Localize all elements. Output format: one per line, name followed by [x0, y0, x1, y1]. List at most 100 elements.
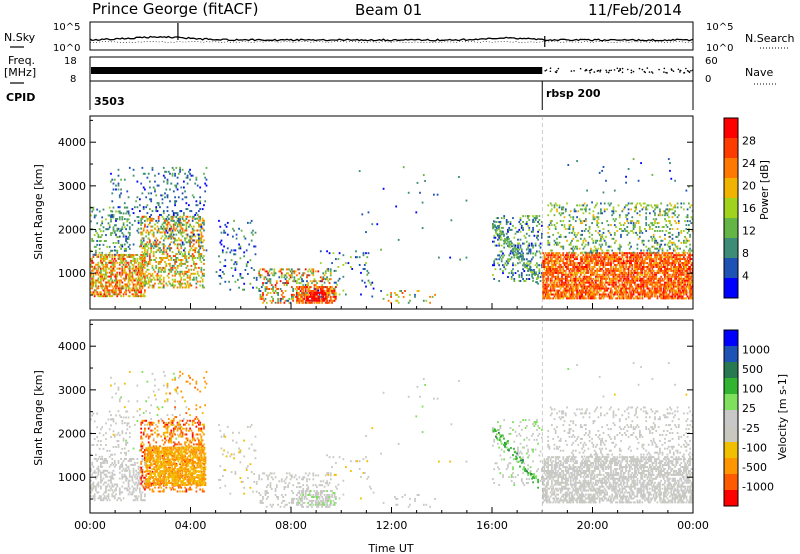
power-cell [170, 237, 173, 240]
power-cell [522, 226, 524, 229]
power-cell [194, 257, 197, 259]
power-cell [512, 252, 514, 255]
power-cell [93, 293, 96, 296]
power-cell [395, 293, 398, 296]
power-cell [567, 289, 570, 292]
power-cell [493, 234, 496, 237]
power-cell [637, 273, 640, 276]
power-cell [141, 231, 144, 234]
power-cell [289, 270, 292, 273]
power-cell [95, 263, 97, 266]
power-cell [203, 274, 205, 277]
power-cell [686, 279, 689, 282]
power-cell [641, 285, 644, 288]
power-cell [105, 261, 107, 264]
power-cell [612, 283, 615, 286]
power-cell [562, 260, 565, 263]
power-cell [646, 262, 649, 265]
power-cell [102, 265, 105, 268]
power-cell [166, 255, 169, 258]
power-cell [647, 277, 650, 280]
power-cell [623, 268, 626, 270]
power-cell [125, 247, 127, 250]
power-cell [142, 239, 145, 242]
power-cell [625, 285, 627, 288]
power-cell [327, 268, 330, 270]
power-cell [588, 297, 591, 300]
power-cell [674, 281, 676, 284]
power-cell [176, 188, 179, 191]
power-cell [627, 269, 630, 272]
power-cell [123, 257, 126, 260]
power-cell [664, 295, 666, 298]
power-cell [667, 269, 670, 272]
power-cell [140, 182, 143, 185]
power-cell [509, 258, 512, 261]
power-cell [664, 281, 666, 284]
power-cell [559, 285, 562, 288]
power-cell [125, 271, 127, 274]
power-cell [517, 238, 519, 241]
power-cell [659, 287, 661, 290]
power-cell [200, 270, 203, 273]
power-cell [664, 254, 666, 257]
nave-point [690, 70, 692, 72]
power-cell [558, 256, 561, 259]
power-cell [558, 289, 561, 292]
power-cell [612, 271, 615, 274]
power-cell [96, 269, 99, 272]
power-cell [636, 273, 639, 276]
power-cell [640, 283, 642, 286]
power-cell [186, 221, 189, 224]
power-cell [588, 266, 591, 268]
power-cell [303, 292, 306, 294]
power-cell [390, 295, 392, 298]
power-cell [644, 279, 646, 282]
power-cell [680, 275, 683, 278]
power-cell [166, 223, 169, 226]
power-cell [669, 285, 671, 288]
power-cell [536, 217, 538, 220]
power-cell [179, 229, 181, 232]
power-cell [505, 260, 508, 263]
power-cell [582, 295, 585, 298]
power-cell [174, 284, 176, 287]
power-cell [142, 259, 145, 262]
power-cell [181, 168, 184, 171]
power-cell [284, 278, 287, 281]
power-cell [681, 262, 684, 265]
power-cell [311, 290, 313, 292]
power-cell [581, 258, 583, 261]
power-cell [672, 279, 675, 282]
power-cell [186, 274, 189, 277]
power-cell [632, 260, 635, 263]
power-cell [90, 271, 92, 274]
power-cell [631, 254, 634, 257]
power-cell [162, 245, 165, 248]
power-cell [90, 291, 92, 294]
power-cell [171, 219, 174, 222]
power-cell [189, 168, 191, 171]
power-cell [399, 290, 401, 292]
power-cell [108, 224, 111, 227]
power-cell [139, 285, 141, 288]
power-cell [150, 225, 153, 228]
power-cell [610, 279, 612, 282]
power-cell [561, 277, 563, 280]
power-cell [136, 267, 139, 270]
power-cell [683, 293, 685, 296]
power-cell [670, 268, 673, 270]
power-cell [421, 201, 424, 204]
power-cell [137, 263, 140, 266]
power-cell [579, 266, 582, 268]
power-cell [656, 262, 659, 265]
power-cell [630, 271, 632, 274]
power-cell [574, 273, 577, 276]
power-cell [574, 256, 577, 259]
power-cell [677, 275, 680, 278]
power-cell [162, 278, 165, 281]
power-cell [177, 196, 180, 199]
power-cell [238, 286, 240, 289]
power-cell [561, 279, 563, 282]
power-cell [333, 293, 336, 296]
